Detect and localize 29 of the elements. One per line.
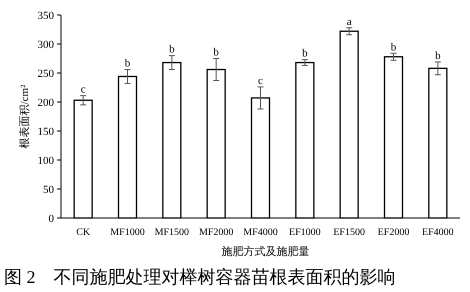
x-axis-title: 施肥方式及施肥量 (222, 245, 310, 258)
x-tick-label: MF4000 (243, 227, 278, 238)
x-tick-label: MF1500 (154, 227, 190, 238)
text: 图 2 不同施肥处理对榉树容器苗根表面积的影响 (4, 267, 396, 287)
annotation: b (213, 46, 220, 58)
x-tick-label: CK (76, 227, 91, 238)
annotation: b (124, 58, 131, 70)
x-tick-label: EF1500 (333, 227, 366, 238)
y-tick-label: 0 (48, 213, 54, 225)
annotation: c (258, 74, 264, 87)
x-tick-label: MF1000 (110, 227, 145, 238)
x-tick-label: EF2000 (378, 227, 410, 238)
x-tick-label: MF2000 (198, 227, 234, 238)
y-tick-label: 200 (38, 97, 54, 109)
x-tick-label: EF1000 (288, 227, 321, 238)
y-tick-label: 300 (38, 39, 54, 51)
y-tick-label: 100 (38, 155, 54, 167)
y-tick-label: 50 (43, 184, 54, 196)
y-tick-label: 150 (38, 126, 54, 138)
annotation: b (169, 44, 176, 56)
annotation: c (80, 84, 86, 96)
y-tick-label: 350 (38, 10, 54, 22)
y-tick-label: 250 (38, 68, 54, 80)
x-tick-label: EF4000 (422, 227, 454, 238)
annotation: b (435, 50, 442, 62)
annotation: a (346, 16, 352, 28)
y-axis-title: 根表面积/cm² (18, 84, 31, 148)
annotation: b (390, 41, 397, 54)
annotation: b (302, 48, 308, 60)
